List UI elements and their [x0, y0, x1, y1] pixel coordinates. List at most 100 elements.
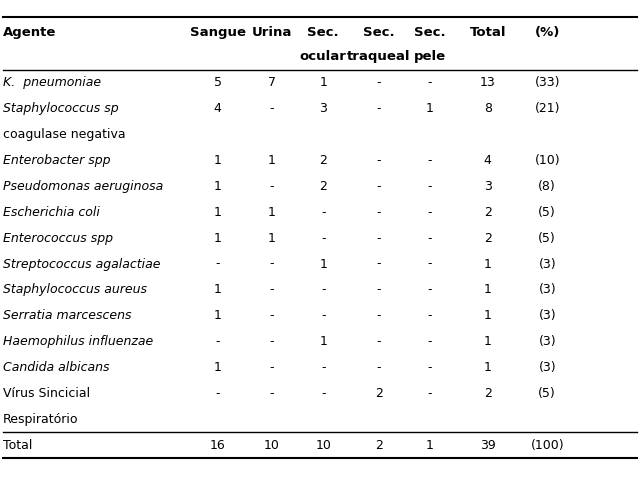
- Text: Agente: Agente: [3, 26, 56, 39]
- Text: 1: 1: [214, 231, 221, 245]
- Text: (3): (3): [538, 309, 556, 323]
- Text: 4: 4: [214, 102, 221, 115]
- Text: -: -: [269, 257, 275, 271]
- Text: traqueal: traqueal: [347, 50, 411, 63]
- Text: Sec.: Sec.: [414, 26, 446, 39]
- Text: -: -: [269, 283, 275, 297]
- Text: (5): (5): [538, 205, 556, 219]
- Text: -: -: [321, 205, 326, 219]
- Text: -: -: [376, 335, 381, 348]
- Text: (8): (8): [538, 180, 556, 193]
- Text: -: -: [269, 309, 275, 323]
- Text: Staphylococcus aureus: Staphylococcus aureus: [3, 283, 147, 297]
- Text: -: -: [215, 387, 220, 400]
- Text: -: -: [376, 231, 381, 245]
- Text: Streptococcus agalactiae: Streptococcus agalactiae: [3, 257, 161, 271]
- Text: 3: 3: [484, 180, 492, 193]
- Text: -: -: [376, 180, 381, 193]
- Text: Enterobacter spp: Enterobacter spp: [3, 154, 111, 167]
- Text: -: -: [215, 257, 220, 271]
- Text: pele: pele: [414, 50, 446, 63]
- Text: 10: 10: [316, 439, 331, 452]
- Text: -: -: [269, 102, 275, 115]
- Text: 2: 2: [375, 439, 383, 452]
- Text: (10): (10): [534, 154, 560, 167]
- Text: Total: Total: [469, 26, 506, 39]
- Text: 5: 5: [214, 76, 221, 89]
- Text: -: -: [428, 387, 433, 400]
- Text: 1: 1: [268, 205, 276, 219]
- Text: 1: 1: [214, 309, 221, 323]
- Text: Sangue: Sangue: [189, 26, 246, 39]
- Text: -: -: [428, 309, 433, 323]
- Text: Escherichia coli: Escherichia coli: [3, 205, 100, 219]
- Text: Vírus Sincicial: Vírus Sincicial: [3, 387, 90, 400]
- Text: 3: 3: [319, 102, 327, 115]
- Text: 7: 7: [268, 76, 276, 89]
- Text: 2: 2: [484, 387, 492, 400]
- Text: -: -: [321, 231, 326, 245]
- Text: -: -: [428, 283, 433, 297]
- Text: Candida albicans: Candida albicans: [3, 361, 109, 374]
- Text: -: -: [376, 76, 381, 89]
- Text: -: -: [269, 387, 275, 400]
- Text: 1: 1: [319, 335, 327, 348]
- Text: Total: Total: [3, 439, 33, 452]
- Text: (3): (3): [538, 283, 556, 297]
- Text: Staphylococcus sp: Staphylococcus sp: [3, 102, 119, 115]
- Text: -: -: [428, 361, 433, 374]
- Text: -: -: [376, 283, 381, 297]
- Text: -: -: [376, 205, 381, 219]
- Text: Enterococcus spp: Enterococcus spp: [3, 231, 113, 245]
- Text: -: -: [321, 361, 326, 374]
- Text: 1: 1: [268, 154, 276, 167]
- Text: coagulase negativa: coagulase negativa: [3, 128, 126, 141]
- Text: 1: 1: [484, 309, 492, 323]
- Text: Sec.: Sec.: [307, 26, 339, 39]
- Text: (5): (5): [538, 231, 556, 245]
- Text: 1: 1: [214, 283, 221, 297]
- Text: -: -: [428, 76, 433, 89]
- Text: (3): (3): [538, 335, 556, 348]
- Text: 8: 8: [484, 102, 492, 115]
- Text: 2: 2: [484, 205, 492, 219]
- Text: -: -: [376, 257, 381, 271]
- Text: -: -: [269, 180, 275, 193]
- Text: 1: 1: [214, 205, 221, 219]
- Text: 1: 1: [319, 257, 327, 271]
- Text: 2: 2: [484, 231, 492, 245]
- Text: 2: 2: [319, 154, 327, 167]
- Text: (%): (%): [534, 26, 560, 39]
- Text: -: -: [428, 335, 433, 348]
- Text: (33): (33): [534, 76, 560, 89]
- Text: 1: 1: [214, 180, 221, 193]
- Text: K.  pneumoniae: K. pneumoniae: [3, 76, 101, 89]
- Text: 1: 1: [268, 231, 276, 245]
- Text: -: -: [321, 387, 326, 400]
- Text: Respiratório: Respiratório: [3, 413, 79, 426]
- Text: ocular: ocular: [300, 50, 347, 63]
- Text: 1: 1: [484, 283, 492, 297]
- Text: Sec.: Sec.: [363, 26, 395, 39]
- Text: 2: 2: [375, 387, 383, 400]
- Text: 1: 1: [214, 361, 221, 374]
- Text: -: -: [376, 102, 381, 115]
- Text: (21): (21): [534, 102, 560, 115]
- Text: 4: 4: [484, 154, 492, 167]
- Text: -: -: [376, 361, 381, 374]
- Text: Urina: Urina: [252, 26, 292, 39]
- Text: -: -: [428, 154, 433, 167]
- Text: (5): (5): [538, 387, 556, 400]
- Text: 13: 13: [480, 76, 495, 89]
- Text: 1: 1: [484, 361, 492, 374]
- Text: Haemophilus influenzae: Haemophilus influenzae: [3, 335, 154, 348]
- Text: -: -: [428, 205, 433, 219]
- Text: -: -: [269, 335, 275, 348]
- Text: -: -: [428, 257, 433, 271]
- Text: 1: 1: [484, 335, 492, 348]
- Text: (3): (3): [538, 257, 556, 271]
- Text: -: -: [376, 309, 381, 323]
- Text: -: -: [215, 335, 220, 348]
- Text: -: -: [428, 231, 433, 245]
- Text: -: -: [321, 309, 326, 323]
